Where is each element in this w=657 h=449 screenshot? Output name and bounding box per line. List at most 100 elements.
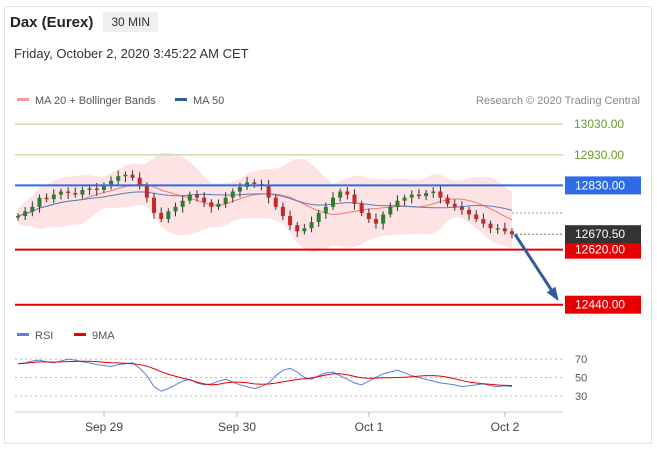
candle-body — [116, 176, 121, 181]
candle-body — [323, 206, 328, 213]
candle-body — [109, 180, 114, 186]
timeframe-badge[interactable]: 30 MIN — [103, 12, 159, 32]
candle-body — [123, 174, 128, 177]
candle-body — [159, 212, 164, 220]
rsi-tick-30: 30 — [575, 391, 587, 403]
candle-body — [481, 219, 486, 224]
candle-body — [66, 191, 71, 194]
candle-body — [309, 222, 314, 229]
candle-body — [37, 197, 42, 207]
candle-body — [381, 214, 386, 224]
candle-body — [180, 200, 185, 207]
candle-body — [144, 185, 149, 198]
ma9-legend-label: 9MA — [92, 330, 115, 342]
candle-body — [51, 194, 56, 200]
candle-body — [459, 206, 464, 210]
candle-body — [273, 197, 278, 207]
candle-body — [402, 197, 407, 201]
ma9-legend-swatch — [74, 333, 86, 336]
candle-body — [187, 194, 192, 201]
chart-header: Dax (Eurex) 30 MIN — [10, 10, 159, 34]
level-label-12930.00: 12930.00 — [574, 148, 624, 162]
level-tag-12830.00 — [565, 176, 641, 195]
candle-body — [288, 216, 293, 226]
candle-body — [23, 211, 28, 216]
price-levels: 13030.00 12930.00 12830.00 12620.00 12440.00… — [15, 117, 641, 314]
candle-body — [44, 197, 49, 200]
candle-body — [58, 191, 63, 195]
candle-body — [202, 197, 207, 203]
candle-body — [80, 190, 85, 195]
candle-body — [438, 191, 443, 198]
candle-body — [395, 200, 400, 207]
rsi-tick-50: 50 — [575, 373, 587, 385]
bollinger-band — [18, 152, 512, 253]
rsi-legend-swatch — [17, 333, 29, 336]
candle-body — [209, 202, 214, 207]
candle-body — [30, 206, 35, 212]
candle-body — [94, 188, 99, 190]
candle-body — [73, 193, 78, 195]
candle-body — [366, 212, 371, 220]
candle-body — [474, 214, 479, 220]
candle-body — [316, 212, 321, 223]
rsi-tick-70: 70 — [575, 354, 587, 366]
candle-body — [266, 185, 271, 198]
candle-body — [431, 191, 436, 194]
candle-body — [488, 223, 493, 229]
candle-body — [173, 206, 178, 212]
candle-body — [166, 211, 171, 220]
forecast-arrow-head — [546, 286, 559, 302]
candle-body — [352, 194, 357, 204]
ma50-legend-swatch — [175, 98, 187, 101]
last-price-tag — [565, 225, 641, 244]
price-plot — [16, 152, 514, 253]
rsi-plot: 30 50 70 — [15, 354, 587, 403]
candle-body — [502, 228, 507, 232]
candle-body — [452, 203, 457, 207]
candle-body — [137, 177, 142, 186]
candle-body — [223, 197, 228, 204]
copyright-text: Research © 2020 Trading Central — [476, 95, 640, 107]
x-tick-label: Sep 29 — [85, 420, 123, 434]
level-label-13030.00: 13030.00 — [574, 117, 624, 131]
candle-body — [373, 219, 378, 224]
candle-body — [87, 188, 92, 190]
last-price-label: 12670.50 — [575, 227, 625, 241]
x-tick-label: Sep 30 — [218, 420, 256, 434]
rsi-ma9-line — [17, 360, 513, 387]
level-tag-12440.00 — [565, 295, 641, 314]
ma20-legend-label: MA 20 + Bollinger Bands — [35, 95, 156, 107]
candle-body — [152, 197, 157, 213]
candle-body — [345, 191, 350, 195]
chart-datetime: Friday, October 2, 2020 3:45:22 AM CET — [14, 46, 249, 61]
candle-body — [216, 203, 221, 207]
candle-body — [445, 197, 450, 204]
candle-body — [424, 193, 429, 197]
candle-body — [130, 174, 135, 178]
candle-body — [416, 194, 421, 197]
x-tick-label: Oct 2 — [491, 420, 520, 434]
candle-body — [237, 186, 242, 192]
level-label-12440.00: 12440.00 — [575, 298, 625, 312]
rsi-legend-label: RSI — [35, 330, 53, 342]
ma20-legend-swatch — [17, 98, 29, 101]
candle-body — [194, 194, 199, 198]
level-label-12830.00: 12830.00 — [575, 178, 625, 192]
candle-body — [467, 209, 472, 215]
instrument-title: Dax (Eurex) — [10, 13, 94, 31]
level-tag-12620.00 — [565, 240, 641, 259]
ma50-line — [17, 191, 513, 217]
candle-body — [510, 231, 514, 235]
candle-body — [495, 228, 500, 230]
candle-body — [338, 191, 343, 198]
candle-body — [16, 216, 20, 218]
level-label-12620.00: 12620.00 — [575, 243, 625, 257]
rsi-line — [17, 358, 513, 392]
candle-body — [280, 206, 285, 216]
candle-body — [302, 228, 307, 232]
candle-body — [230, 191, 235, 198]
candle-body — [295, 225, 300, 232]
candle-body — [331, 197, 336, 207]
